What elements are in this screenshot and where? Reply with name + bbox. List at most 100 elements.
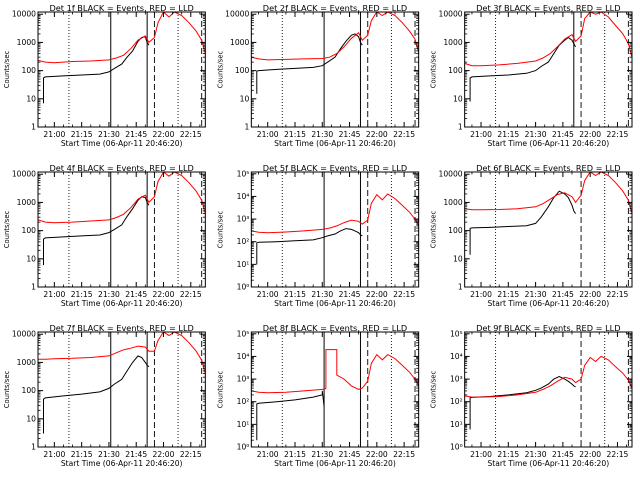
y-tick-label: 10² [237, 397, 250, 406]
x-tick-label: 21:00 [257, 130, 279, 139]
x-tick-label: 22:00 [153, 130, 175, 139]
y-axis-title: Counts/sec [3, 51, 11, 89]
series-line [251, 12, 419, 61]
series-line [469, 375, 576, 430]
series-line [38, 172, 206, 224]
y-tick-label: 10¹ [237, 420, 250, 429]
chart-title: Det 7f BLACK = Events, RED = LLD [49, 323, 193, 333]
x-tick-label: 22:15 [393, 290, 415, 299]
y-tick-label: 10³ [450, 375, 463, 384]
chart-title: Det 4f BLACK = Events, RED = LLD [49, 163, 193, 173]
chart-title: Det 2f BLACK = Events, RED = LLD [263, 3, 407, 13]
x-tick-label: 22:15 [607, 450, 629, 459]
x-tick-label: 21:30 [525, 290, 547, 299]
x-tick-label: 21:45 [552, 290, 574, 299]
y-tick-label: 10¹ [237, 260, 250, 269]
plot-frame [37, 171, 206, 288]
y-tick-label: 10000 [438, 10, 462, 19]
y-tick-label: 10² [450, 397, 463, 406]
y-tick-label: 10 [26, 94, 36, 103]
x-tick-label: 21:15 [71, 130, 93, 139]
y-tick-label: 10000 [225, 10, 249, 19]
x-tick-label: 21:45 [339, 290, 361, 299]
chart-panel: Det 4f BLACK = Events, RED = LLD 1 10 100 10… [3, 163, 206, 308]
y-tick-label: 10000 [12, 330, 36, 339]
x-tick-label: 21:00 [470, 450, 492, 459]
y-tick-label: 10 [453, 94, 463, 103]
plot-frame [37, 11, 206, 128]
plot-frame [464, 331, 633, 448]
series-line [256, 33, 363, 94]
chart-panel: Det 8f BLACK = Events, RED = LLD 10⁰ 10¹ 10… [216, 323, 420, 468]
x-tick-label: 21:30 [525, 450, 547, 459]
x-tick-label: 21:45 [125, 130, 147, 139]
x-tick-label: 21:30 [98, 290, 120, 299]
x-tick-label: 21:30 [311, 450, 333, 459]
plot-frame [250, 331, 420, 448]
y-tick-label: 1 [458, 283, 463, 292]
x-tick-label: 21:15 [71, 290, 93, 299]
x-tick-label: 22:00 [579, 130, 601, 139]
y-tick-label: 1000 [443, 198, 462, 207]
y-tick-label: 100 [22, 386, 37, 395]
y-axis-title: Counts/sec [216, 371, 224, 409]
x-tick-label: 22:00 [579, 290, 601, 299]
series-line [43, 196, 150, 266]
chart-title: Det 8f BLACK = Events, RED = LLD [263, 323, 407, 333]
y-tick-label: 10⁵ [237, 169, 250, 178]
x-tick-label: 21:45 [125, 290, 147, 299]
y-tick-label: 1 [31, 283, 36, 292]
x-tick-label: 21:15 [497, 450, 519, 459]
x-tick-label: 21:00 [43, 290, 65, 299]
series-line [469, 190, 577, 255]
x-tick-label: 21:30 [311, 130, 333, 139]
x-tick-label: 22:00 [153, 290, 175, 299]
y-tick-label: 1000 [443, 38, 462, 47]
y-tick-label: 10¹ [450, 420, 463, 429]
y-tick-label: 10² [237, 237, 250, 246]
x-tick-label: 22:15 [180, 450, 202, 459]
series-line [38, 332, 206, 374]
series-line [464, 172, 632, 214]
series-line [38, 12, 206, 64]
chart-panel: Det 2f BLACK = Events, RED = LLD 1 10 100 10… [216, 3, 420, 148]
x-axis-title: Start Time (06-Apr-11 20:46:20) [274, 299, 396, 308]
y-tick-label: 10⁴ [237, 192, 250, 201]
y-tick-label: 1000 [17, 198, 36, 207]
y-tick-label: 10⁵ [237, 329, 250, 338]
x-tick-label: 21:30 [311, 290, 333, 299]
series-line [256, 228, 363, 265]
plot-frame [37, 331, 206, 448]
y-tick-label: 100 [22, 226, 37, 235]
y-tick-label: 10⁵ [450, 329, 463, 338]
x-tick-label: 21:45 [125, 450, 147, 459]
x-tick-label: 21:45 [552, 130, 574, 139]
x-tick-label: 22:15 [393, 130, 415, 139]
x-tick-label: 22:15 [180, 290, 202, 299]
y-tick-label: 10⁰ [237, 283, 250, 292]
plot-frame [250, 171, 420, 288]
x-axis-title: Start Time (06-Apr-11 20:46:20) [61, 459, 183, 468]
x-tick-label: 22:15 [393, 450, 415, 459]
x-tick-label: 22:15 [607, 130, 629, 139]
x-tick-label: 21:15 [497, 290, 519, 299]
x-tick-label: 22:15 [607, 290, 629, 299]
y-tick-label: 10³ [237, 375, 250, 384]
plot-frame [464, 171, 633, 288]
x-tick-label: 22:00 [366, 130, 388, 139]
plot-frame [250, 11, 420, 128]
y-tick-label: 1000 [17, 38, 36, 47]
x-tick-label: 22:00 [579, 450, 601, 459]
y-tick-label: 100 [235, 66, 250, 75]
x-tick-label: 22:00 [366, 450, 388, 459]
x-axis-title: Start Time (06-Apr-11 20:46:20) [487, 139, 609, 148]
x-axis-title: Start Time (06-Apr-11 20:46:20) [487, 299, 609, 308]
chart-panel: Det 9f BLACK = Events, RED = LLD 10⁰ 10¹ 10… [430, 323, 633, 468]
y-tick-label: 10000 [12, 10, 36, 19]
y-tick-label: 10⁰ [450, 443, 463, 452]
y-tick-label: 10 [240, 94, 250, 103]
x-tick-label: 21:00 [257, 290, 279, 299]
chart-title: Det 5f BLACK = Events, RED = LLD [263, 163, 407, 173]
x-tick-label: 21:00 [470, 290, 492, 299]
